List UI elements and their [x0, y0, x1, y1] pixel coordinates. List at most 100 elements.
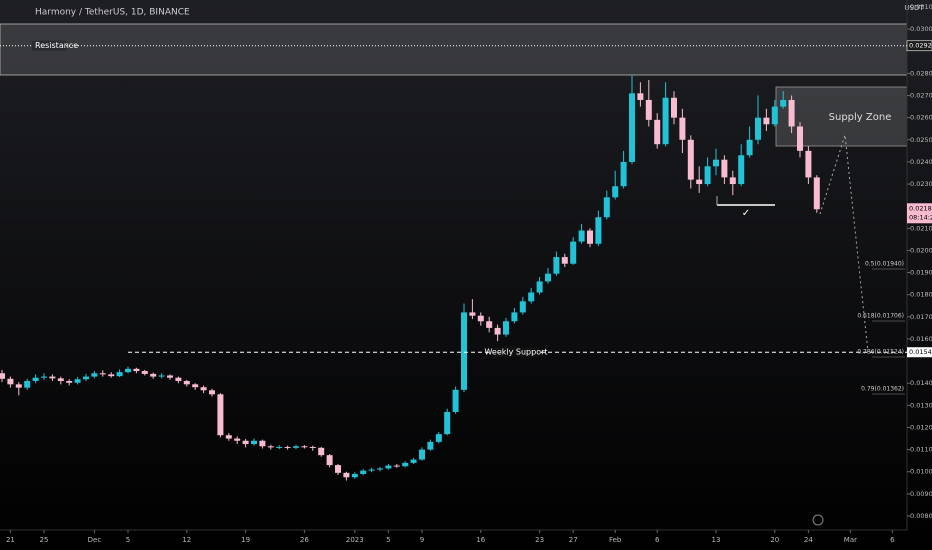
x-tick-label: Feb: [609, 536, 622, 544]
x-tick-label: 16: [476, 536, 485, 544]
candle-body: [528, 292, 535, 302]
candle-body: [637, 93, 644, 100]
candle-body: [318, 447, 325, 456]
candle-body: [645, 99, 652, 120]
candle-body: [603, 197, 610, 218]
candle-body: [15, 384, 22, 388]
check-icon: ✓: [742, 208, 750, 219]
candle-body: [99, 373, 106, 375]
candle-body: [133, 368, 140, 372]
support-label: Weekly Support: [484, 348, 547, 357]
fib-label: 0.618(0.01706): [857, 313, 904, 320]
candle-body: [595, 217, 602, 244]
candle-body: [24, 381, 31, 388]
x-tick-label: 9: [420, 536, 424, 544]
candle-body: [763, 117, 770, 125]
candle-body: [629, 93, 635, 162]
candle-body: [108, 374, 115, 377]
x-tick-label: 2023: [346, 536, 364, 544]
x-tick-label: 26: [300, 536, 309, 544]
x-tick-label: 6: [890, 536, 895, 544]
x-tick-label: 13: [712, 536, 721, 544]
fib-label: 0.79(0.01362): [861, 386, 904, 393]
fib-label: 0.5(0.01940): [865, 261, 904, 268]
candle-body: [704, 166, 711, 185]
candle-body: [116, 372, 123, 377]
x-tick-label: 25: [40, 536, 49, 544]
candle-body: [74, 379, 81, 383]
candle-body: [620, 161, 627, 187]
candle-body: [377, 468, 383, 470]
x-tick-label: 19: [241, 536, 250, 544]
candle-body: [66, 381, 73, 383]
x-tick-label: Mar: [844, 536, 857, 544]
candle-body: [561, 257, 568, 264]
candle-body: [771, 106, 778, 125]
candle-body: [293, 446, 299, 448]
x-tick-label: 27: [569, 536, 578, 544]
candle-body: [91, 373, 98, 377]
candle-body: [511, 312, 518, 322]
candle-body: [696, 179, 703, 185]
candle-body: [410, 459, 417, 463]
x-tick-label: 21: [6, 536, 15, 544]
candle-body: [49, 376, 56, 379]
candle-body: [486, 321, 493, 328]
candle-body: [158, 375, 165, 377]
candle-body: [780, 99, 787, 107]
candle-body: [755, 117, 761, 140]
chart-title: Harmony / TetherUS, 1D, BINANCE: [35, 8, 190, 18]
candle-body: [805, 150, 812, 178]
candle-body: [494, 327, 501, 335]
candle-body: [435, 434, 442, 442]
candle-body: [32, 377, 39, 382]
candle-body: [183, 381, 190, 385]
candle-body: [738, 155, 745, 185]
x-tick-label: 6: [655, 536, 660, 544]
candle-body: [368, 469, 375, 471]
support-label-bg: [492, 347, 540, 358]
resistance-tag: [906, 40, 932, 52]
candle-body: [217, 394, 224, 436]
candle-body: [309, 446, 316, 448]
candle-body: [335, 465, 341, 473]
x-tick-label: 5: [126, 536, 130, 544]
event-icon[interactable]: [812, 514, 824, 526]
supply-zone-label: Supply Zone: [829, 112, 892, 123]
last-price-tag: [907, 203, 932, 224]
candle-body: [545, 273, 551, 282]
candle-body: [578, 230, 585, 242]
candle-body: [536, 281, 543, 293]
candle-body: [553, 257, 560, 274]
x-tick-label: 23: [535, 536, 544, 544]
candle-body: [234, 438, 241, 441]
candle-body: [251, 440, 257, 445]
candle-body: [519, 301, 526, 313]
x-tick-label: 24: [804, 536, 813, 544]
candle-body: [570, 241, 577, 264]
candle-body: [444, 411, 451, 435]
candle-body: [7, 378, 14, 385]
candle-body: [83, 376, 89, 380]
candle-body: [427, 441, 434, 450]
candle-body: [167, 375, 173, 378]
candle-body: [671, 97, 677, 118]
candle-body: [729, 177, 736, 185]
candle-body: [385, 465, 392, 469]
fib-label: 0.786(0.01524): [857, 349, 904, 356]
candle-body: [679, 117, 686, 140]
resistance-label: Resistance: [35, 41, 78, 50]
candle-body: [267, 446, 274, 448]
